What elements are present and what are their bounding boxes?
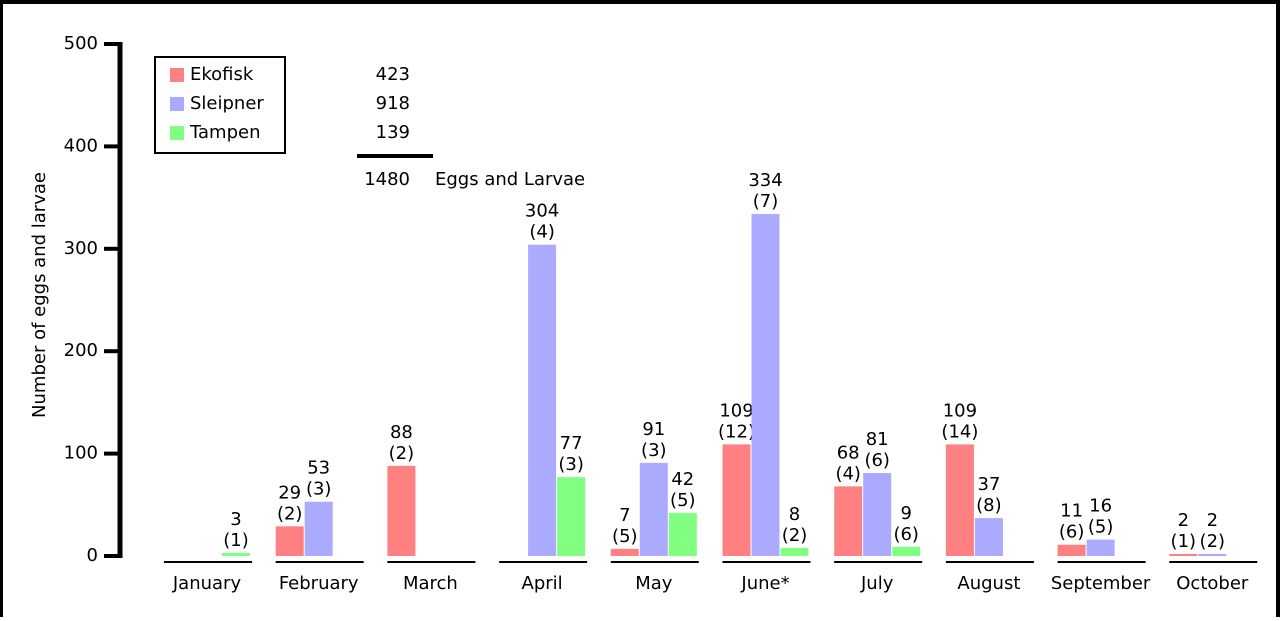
bar [1057,544,1086,556]
sample-label: (3) [641,440,667,461]
bar [387,465,416,556]
y-tick-label: 0 [87,545,98,566]
x-tick-label: April [522,573,563,594]
legend-total: 423 [376,64,410,85]
bar [528,244,557,557]
value-label: 88 [390,422,413,443]
sample-label: (2) [389,443,415,464]
sample-label: (2) [782,525,808,546]
value-label: 109 [719,400,753,421]
legend-swatch [170,126,184,140]
bar [974,518,1003,556]
bar [610,548,639,556]
y-tick-label: 300 [64,238,98,259]
legend-total: 918 [376,93,410,114]
value-label: 68 [837,442,860,463]
y-tick-label: 100 [64,443,98,464]
y-tick-label: 400 [64,135,98,156]
y-tick-label: 500 [64,33,98,54]
value-label: 304 [525,201,559,222]
y-axis-label: Number of eggs and larvae [29,172,50,418]
sample-label: (2) [277,503,303,524]
value-label: 37 [977,474,1000,495]
value-label: 16 [1089,496,1112,517]
sample-label: (8) [976,495,1002,516]
sample-label: (12) [718,421,755,442]
x-tick-label: June* [740,573,789,594]
sample-label: (1) [223,530,249,551]
bar [892,546,921,556]
value-label: 77 [560,433,583,454]
value-label: 9 [900,503,911,524]
x-tick-label: October [1176,573,1249,594]
legend-label: Tampen [189,122,261,143]
value-label: 7 [619,505,630,526]
sample-label: (5) [612,526,638,547]
sample-label: (3) [558,454,584,475]
value-label: 8 [789,504,800,525]
bar [945,444,974,556]
sample-label: (6) [1059,522,1085,543]
sample-label: (3) [306,479,332,500]
x-tick-label: May [635,573,673,594]
value-label: 42 [671,469,694,490]
sample-label: (4) [835,463,861,484]
legend-label: Ekofisk [190,64,254,85]
x-tick-label: January [172,573,242,594]
bar [751,213,780,556]
sample-label: (6) [864,450,890,471]
bar [304,501,333,556]
sample-label: (14) [941,421,978,442]
x-tick-label: March [403,573,458,594]
value-label: 109 [943,400,977,421]
bar [1169,553,1198,556]
value-label: 91 [642,419,665,440]
legend-swatch [170,68,184,82]
legend-total: 139 [376,122,410,143]
value-label: 2 [1207,510,1218,531]
value-label: 334 [748,170,782,191]
value-label: 29 [278,482,301,503]
sample-label: (6) [893,524,919,545]
bar [222,552,250,556]
x-tick-label: September [1051,573,1151,594]
bar [722,444,751,556]
sample-label: (1) [1171,531,1197,552]
value-label: 11 [1060,501,1083,522]
value-label: 2 [1178,510,1189,531]
sample-label: (5) [1088,517,1114,538]
value-label: 81 [866,429,889,450]
grand-total-label: Eggs and Larvae [435,169,585,190]
value-label: 53 [307,458,330,479]
y-tick-label: 200 [64,340,98,361]
bar [863,473,892,556]
sample-label: (2) [1200,531,1226,552]
bar [1198,553,1227,556]
value-label: 3 [230,509,241,530]
sample-label: (5) [670,490,696,511]
x-tick-label: August [957,573,1020,594]
legend-label: Sleipner [190,93,264,114]
bar [557,477,586,556]
x-tick-label: February [279,573,359,594]
bar [639,462,668,556]
legend-swatch [170,97,184,111]
sample-label: (7) [753,191,779,212]
bar [834,486,863,556]
bar [668,512,697,556]
grand-total: 1480 [364,169,410,190]
x-tick-label: July [860,573,894,594]
bar [1086,539,1115,556]
bar [275,526,304,556]
sample-label: (4) [529,222,555,243]
bar [780,547,809,556]
